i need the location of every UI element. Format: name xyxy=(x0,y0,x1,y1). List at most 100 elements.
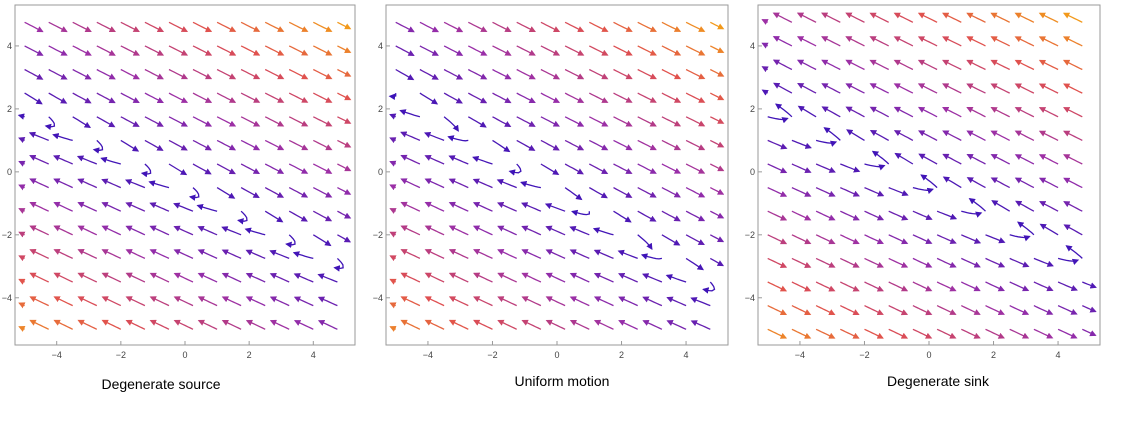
stream-arrow xyxy=(791,234,812,245)
stream-arrow xyxy=(936,234,957,245)
stream-arrow xyxy=(192,116,213,127)
stream-arrow xyxy=(791,328,812,339)
stream-arrow xyxy=(545,272,566,283)
stream-arrow xyxy=(400,319,421,330)
stream-arrow xyxy=(148,180,170,189)
stream-arrow xyxy=(985,305,1005,315)
stream-arrow xyxy=(245,272,266,283)
stream-arrow xyxy=(912,281,933,292)
stream-arrow xyxy=(821,106,841,118)
stream-arrow xyxy=(472,225,493,236)
stream-arrow xyxy=(589,21,609,32)
stream-arrow xyxy=(613,92,633,103)
stream-arrow xyxy=(840,163,861,173)
stream-arrow xyxy=(685,187,706,198)
stream-arrow xyxy=(618,319,638,330)
stream-arrow xyxy=(389,113,397,120)
stream-arrow xyxy=(966,83,986,94)
stream-arrow xyxy=(540,68,561,80)
stream-arrow xyxy=(53,296,73,307)
stream-arrow xyxy=(120,116,140,127)
stream-arrow xyxy=(48,68,68,80)
stream-arrow xyxy=(101,249,122,259)
stream-arrow xyxy=(564,92,585,103)
stream-arrow xyxy=(120,139,140,152)
stream-arrow xyxy=(149,202,170,212)
stream-arrow xyxy=(288,68,309,80)
stream-arrow xyxy=(540,163,560,175)
stream-arrow xyxy=(869,129,890,141)
x-tick-label: 4 xyxy=(1056,350,1061,360)
stream-arrow xyxy=(389,208,397,214)
stream-arrow xyxy=(772,12,793,23)
stream-arrow xyxy=(269,296,290,307)
stream-arrow xyxy=(400,272,421,283)
panel-degenerate-sink: −4 −2 0 2 4 −4 −2 0 2 4 Degenerate sink xyxy=(745,4,1101,389)
stream-arrow xyxy=(120,21,140,32)
stream-arrow xyxy=(29,319,49,330)
y-tick-label: −2 xyxy=(373,230,383,240)
stream-arrow xyxy=(710,210,725,219)
stream-arrow xyxy=(400,131,421,141)
stream-arrow xyxy=(815,305,836,315)
stream-arrow xyxy=(337,21,352,30)
stream-arrow xyxy=(917,106,938,118)
stream-arrow xyxy=(942,12,962,23)
y-tick-label: −2 xyxy=(745,230,755,240)
stream-arrow xyxy=(617,249,638,260)
stream-arrow xyxy=(216,116,237,127)
stream-arrow xyxy=(92,139,104,154)
stream-lines xyxy=(17,21,352,332)
stream-arrow xyxy=(1015,200,1035,212)
plot-frame xyxy=(385,4,729,346)
stream-arrow xyxy=(516,68,536,80)
stream-arrow xyxy=(240,21,261,32)
stream-arrow xyxy=(18,255,26,262)
stream-arrow xyxy=(443,68,464,80)
stream-arrow xyxy=(942,130,962,141)
stream-arrow xyxy=(492,21,512,32)
stream-arrow xyxy=(840,305,860,315)
stream-arrow xyxy=(337,45,352,53)
stream-arrow xyxy=(264,116,285,127)
stream-arrow xyxy=(637,210,657,222)
stream-arrow xyxy=(197,226,218,236)
stream-arrow xyxy=(197,319,218,330)
stream-arrow xyxy=(1063,83,1083,94)
stream-arrow xyxy=(661,45,682,56)
stream-arrow xyxy=(893,130,914,141)
stream-arrow xyxy=(545,296,566,307)
stream-arrow xyxy=(100,156,121,165)
stream-arrow xyxy=(544,203,566,212)
stream-arrow xyxy=(125,249,146,259)
stream-arrow xyxy=(317,273,338,283)
stream-arrow xyxy=(473,272,493,283)
stream-arrow xyxy=(448,296,469,307)
stream-arrow xyxy=(821,83,841,94)
stream-arrow xyxy=(888,186,909,197)
plot-frame xyxy=(14,4,356,346)
stream-arrow xyxy=(589,116,609,127)
stream-arrow xyxy=(448,178,469,189)
stream-arrow xyxy=(1057,257,1080,265)
stream-arrow xyxy=(497,202,517,212)
stream-arrow xyxy=(288,139,309,151)
x-tick-label: −2 xyxy=(116,350,126,360)
stream-arrow xyxy=(685,210,706,222)
stream-arrow xyxy=(288,163,309,174)
stream-arrow xyxy=(221,296,242,307)
stream-arrow xyxy=(337,68,352,77)
stream-arrow xyxy=(661,163,682,174)
stream-arrow xyxy=(77,296,98,307)
stream-arrow xyxy=(1033,305,1054,315)
stream-arrow xyxy=(936,210,958,220)
stream-arrow xyxy=(888,257,909,268)
stream-arrow xyxy=(1033,281,1054,292)
stream-arrow xyxy=(1038,154,1059,165)
stream-arrow xyxy=(337,163,352,172)
stream-arrow xyxy=(399,109,421,118)
stream-arrow xyxy=(473,296,493,307)
stream-arrow xyxy=(77,201,98,212)
stream-arrow xyxy=(613,21,633,32)
stream-arrow xyxy=(1014,59,1035,71)
